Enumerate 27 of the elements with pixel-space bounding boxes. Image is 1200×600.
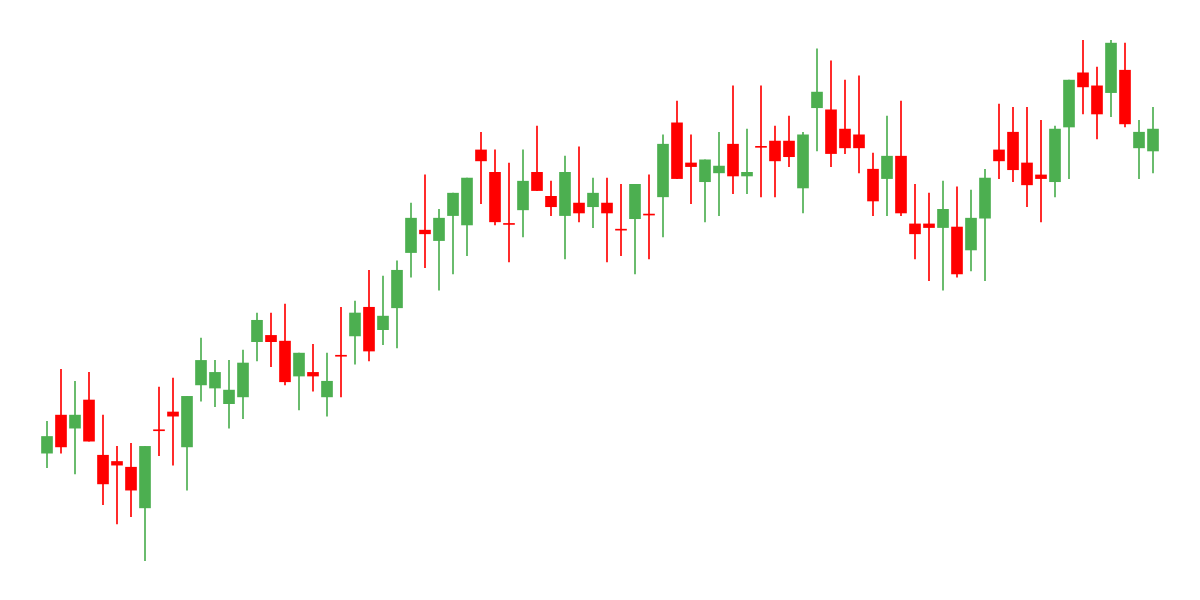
candlestick	[741, 128, 753, 195]
candlestick	[685, 134, 697, 204]
candlestick	[475, 131, 487, 204]
candlestick	[909, 183, 921, 260]
candlestick	[755, 85, 767, 198]
candlestick	[573, 146, 585, 223]
candlestick	[111, 446, 123, 525]
candlestick	[1035, 119, 1047, 223]
candlestick	[881, 115, 893, 216]
candlestick	[937, 180, 949, 291]
candlestick	[1021, 106, 1033, 208]
candlestick	[1077, 40, 1089, 115]
candlestick	[153, 386, 165, 457]
candlestick	[265, 312, 277, 367]
candlestick	[223, 360, 235, 429]
candlestick	[69, 380, 81, 475]
candlestick	[335, 306, 347, 398]
candlestick	[923, 192, 935, 282]
candlestick	[811, 48, 823, 152]
candlestick	[993, 103, 1005, 179]
candlestick	[601, 177, 613, 263]
candlestick	[503, 162, 515, 263]
candlestick	[377, 275, 389, 346]
candlestick	[713, 131, 725, 216]
candlestick	[853, 75, 865, 174]
candlestick	[419, 174, 431, 269]
candlestick	[307, 343, 319, 392]
